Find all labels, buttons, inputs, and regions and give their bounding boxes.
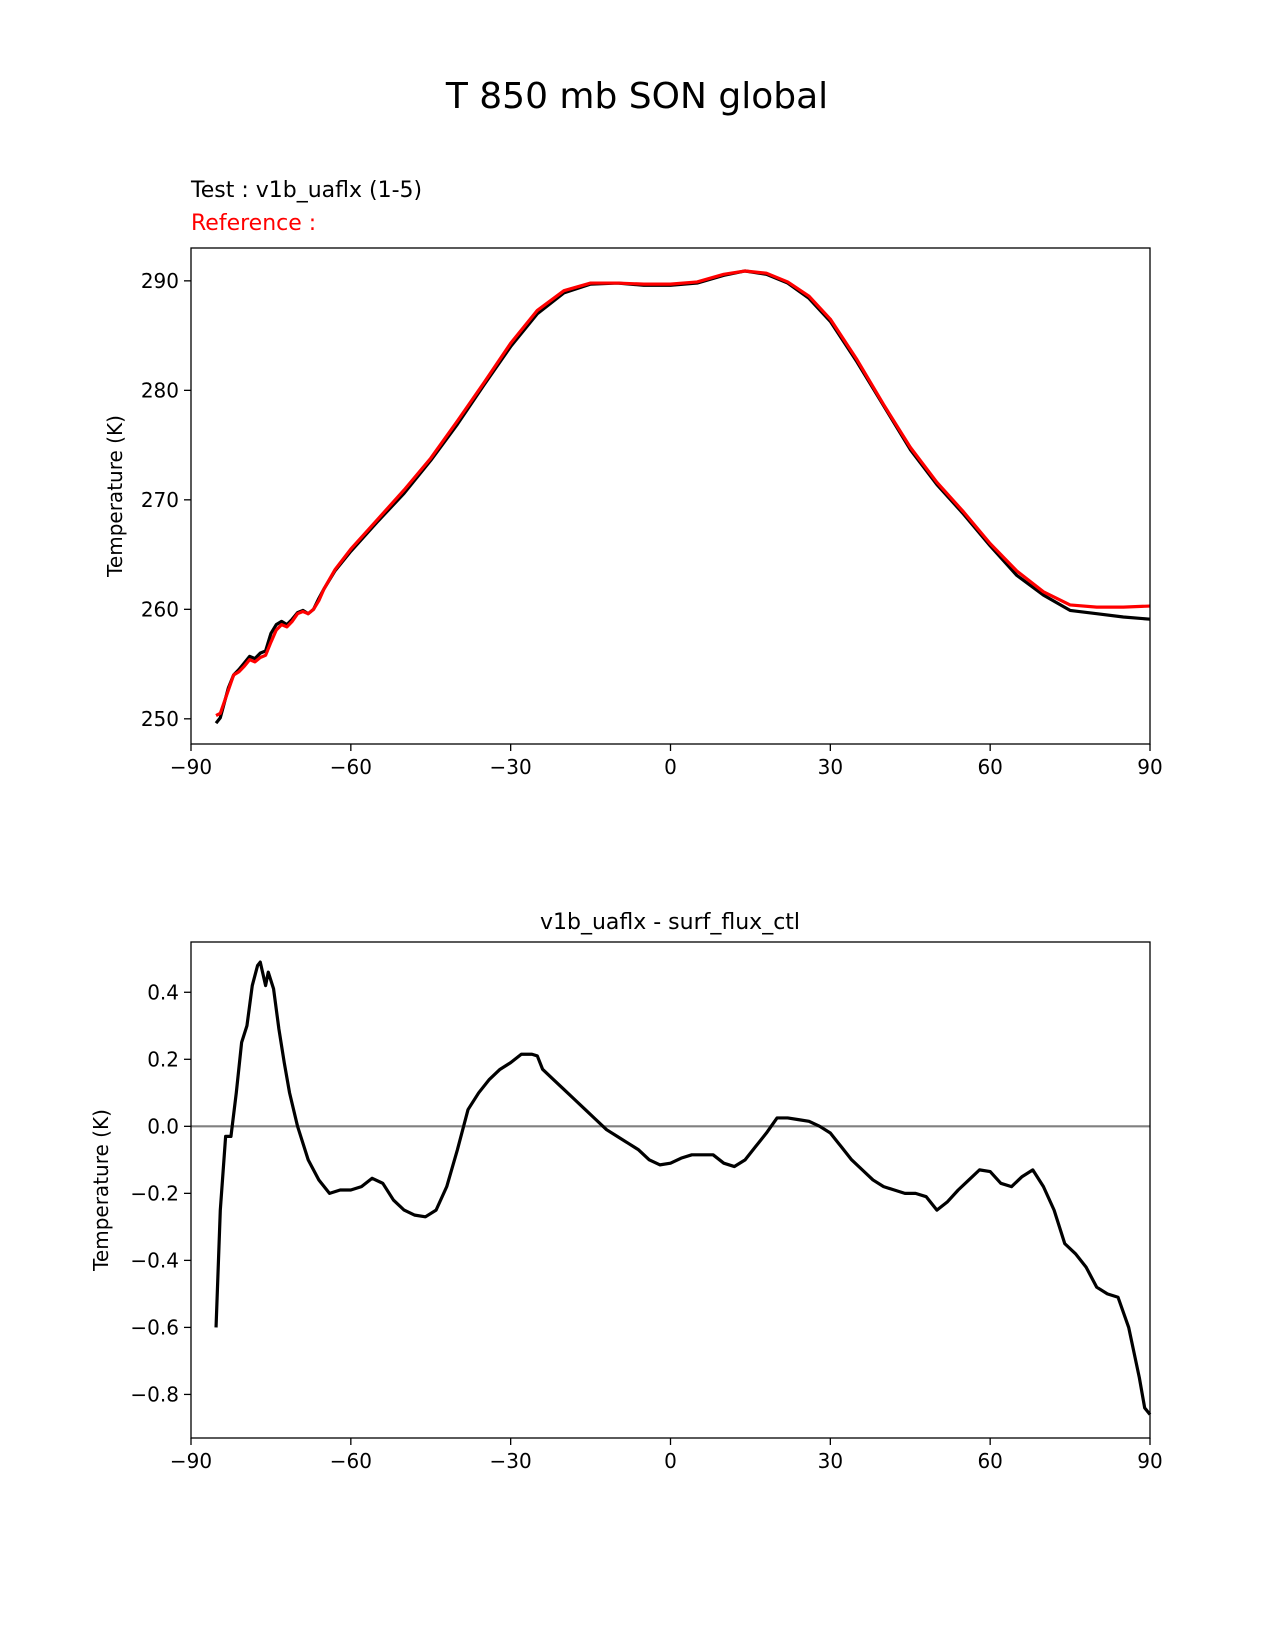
bottom-ytick-label: −0.2 bbox=[130, 1181, 179, 1205]
top-ytick-label: 250 bbox=[141, 707, 179, 731]
top-series-line-reference bbox=[215, 269, 1151, 717]
bottom-xtick-label: −60 bbox=[330, 1449, 372, 1473]
bottom-chart-ylabel: Temperature (K) bbox=[89, 1109, 113, 1272]
bottom-chart-series bbox=[191, 960, 1152, 1416]
top-xtick-label: 0 bbox=[664, 755, 677, 779]
bottom-xtick-label: 30 bbox=[818, 1449, 843, 1473]
bottom-ytick-label: 0.0 bbox=[147, 1114, 179, 1138]
top-ytick-label: 290 bbox=[141, 269, 179, 293]
bottom-chart-title: v1b_uaflx - surf_flux_ctl bbox=[540, 910, 800, 935]
bottom-chart: v1b_uaflx - surf_flux_ctl −90 −60 −30 0 30 60… bbox=[89, 910, 1163, 1473]
bottom-series-line-v1b-uaflx-surf-flux-ctl bbox=[214, 960, 1152, 1416]
bottom-chart-axes: −90 −60 −30 0 30 60 90 −0.8 −0.6 −0.4 −0.2 0.0 0.2 0.… bbox=[130, 980, 1162, 1473]
bottom-xtick-label: −90 bbox=[170, 1449, 212, 1473]
top-xtick-label: 60 bbox=[977, 755, 1002, 779]
bottom-xtick-label: −30 bbox=[490, 1449, 532, 1473]
top-xtick-label: −90 bbox=[170, 755, 212, 779]
top-chart-series bbox=[214, 269, 1151, 725]
figure-title: T 850 mb SON global bbox=[445, 76, 828, 117]
test-label: Test : v1b_uaflx (1-5) bbox=[190, 178, 422, 203]
bottom-xtick-label: 0 bbox=[664, 1449, 677, 1473]
top-chart: −90 −60 −30 0 30 60 90 250 260 270 280 290 Temperat… bbox=[103, 247, 1163, 779]
top-ytick-label: 260 bbox=[141, 597, 179, 621]
bottom-ytick-label: 0.4 bbox=[147, 980, 179, 1004]
top-xtick-label: 90 bbox=[1137, 755, 1162, 779]
reference-label: Reference : bbox=[191, 211, 316, 236]
top-chart-axes: −90 −60 −30 0 30 60 90 250 260 270 280 290 bbox=[141, 269, 1163, 779]
bottom-ytick-label: −0.8 bbox=[130, 1382, 179, 1406]
top-xtick-label: −60 bbox=[330, 755, 372, 779]
bottom-ytick-label: 0.2 bbox=[147, 1047, 179, 1071]
bottom-ytick-label: −0.4 bbox=[130, 1248, 179, 1272]
bottom-xtick-label: 60 bbox=[977, 1449, 1002, 1473]
top-ytick-label: 270 bbox=[141, 488, 179, 512]
top-xtick-label: −30 bbox=[490, 755, 532, 779]
top-ytick-label: 280 bbox=[141, 378, 179, 402]
top-xtick-label: 30 bbox=[818, 755, 843, 779]
top-chart-ylabel: Temperature (K) bbox=[103, 415, 127, 578]
bottom-xtick-label: 90 bbox=[1137, 1449, 1162, 1473]
bottom-ytick-label: −0.6 bbox=[130, 1315, 179, 1339]
